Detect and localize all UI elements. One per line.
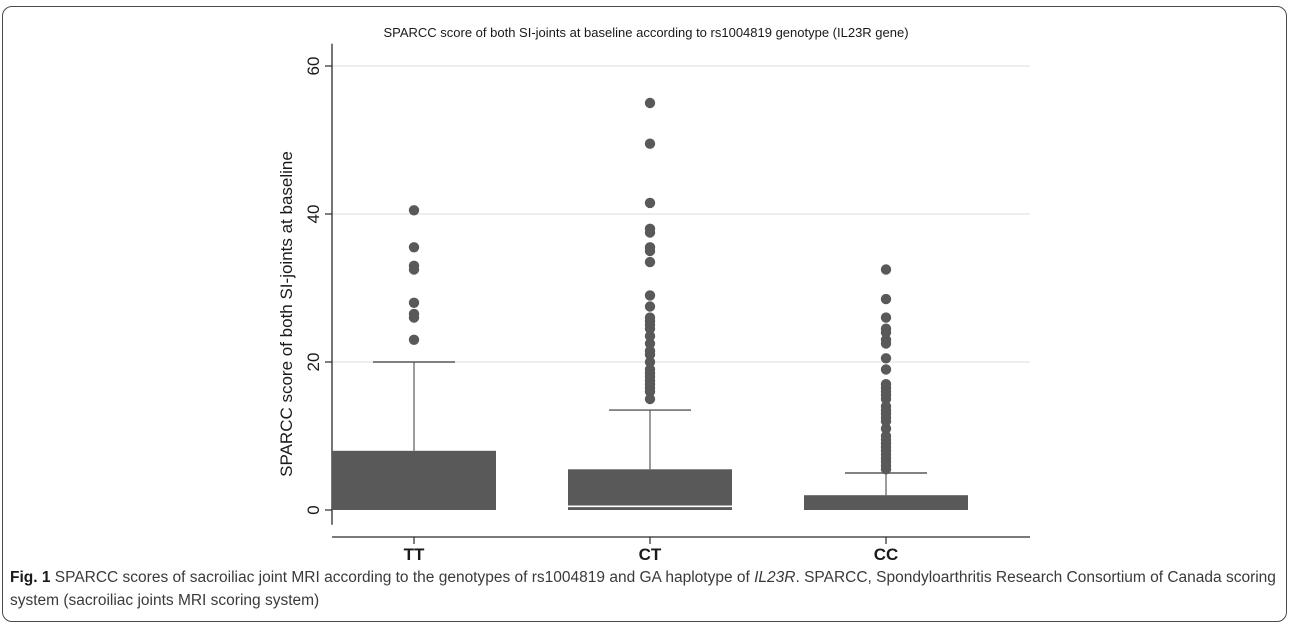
outlier-point-cc [880, 353, 892, 364]
outlier-point-ct [644, 197, 656, 209]
caption-label: Fig. 1 [10, 569, 51, 586]
y-tick-label-20: 20 [304, 353, 323, 372]
outlier-point-cc [880, 364, 892, 375]
caption-gene: IL23R [754, 569, 796, 586]
boxes [332, 97, 968, 510]
outlier-point-ct [644, 338, 656, 349]
outlier-point-cc [880, 379, 892, 390]
grid-lines [332, 65, 1030, 363]
box-body-cc [804, 495, 968, 510]
outlier-point-ct [644, 356, 656, 368]
box-body-ct [568, 469, 732, 510]
y-axis-label: SPARCC score of both SI-joints at baseli… [277, 151, 296, 477]
y-tick-label-0: 0 [304, 505, 323, 514]
outlier-point-ct [644, 97, 656, 109]
box-tt [332, 205, 496, 510]
outlier-point-ct [644, 256, 656, 268]
outlier-point-cc [880, 293, 892, 305]
box-plot: SPARCC score of both SI-joints at baseli… [277, 25, 1030, 564]
outlier-point-ct [644, 301, 656, 312]
outlier-point-tt [408, 334, 420, 345]
outlier-point-tt [408, 297, 420, 308]
box-cc [804, 264, 968, 510]
outlier-point-tt [408, 308, 420, 320]
outlier-point-ct [644, 312, 656, 323]
box-body-tt [332, 450, 496, 510]
figure-caption: Fig. 1 SPARCC scores of sacroiliac joint… [10, 566, 1280, 612]
outlier-point-ct [644, 364, 656, 375]
x-axis-ticks: TT CT CC [404, 537, 899, 564]
outlier-point-ct [644, 290, 656, 301]
chart-title: SPARCC score of both SI-joints at baseli… [383, 25, 908, 40]
caption-text-before: SPARCC scores of sacroiliac joint MRI ac… [50, 569, 755, 586]
outlier-point-cc [880, 401, 892, 412]
outlier-point-ct [644, 138, 656, 149]
outlier-point-cc [880, 323, 892, 334]
x-tick-label-tt: TT [404, 545, 425, 564]
outlier-point-cc [880, 264, 892, 275]
outlier-point-tt [408, 205, 420, 216]
y-axis: 0 20 40 60 [304, 43, 1030, 538]
outlier-point-tt [408, 260, 420, 271]
outlier-point-ct [644, 330, 656, 342]
outlier-point-ct [644, 242, 656, 253]
outlier-point-cc [880, 430, 892, 442]
outlier-point-cc [880, 423, 892, 434]
outlier-point-ct [644, 345, 656, 357]
outlier-point-tt [408, 242, 420, 253]
outlier-point-cc [880, 312, 892, 323]
outlier-point-ct [644, 223, 656, 234]
x-tick-label-ct: CT [639, 545, 662, 564]
outlier-point-ct [644, 393, 656, 405]
caption-text-after: . SPARCC, Spondyloarthritis Research Con… [10, 569, 1276, 609]
outlier-point-cc [880, 334, 892, 345]
y-tick-label-40: 40 [304, 205, 323, 224]
figure-frame [2, 6, 1287, 622]
box-ct [568, 97, 732, 510]
x-tick-label-cc: CC [874, 545, 899, 564]
y-tick-label-60: 60 [304, 57, 323, 76]
